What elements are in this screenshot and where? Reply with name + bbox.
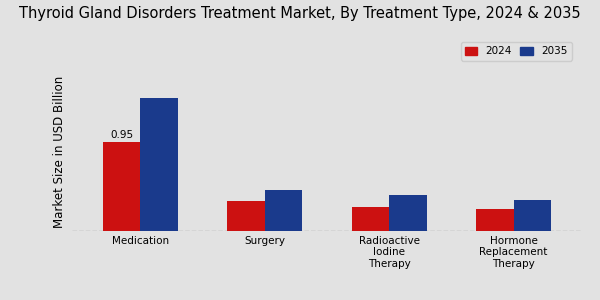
Bar [140,98,178,231]
Bar [389,196,427,231]
Bar [103,142,140,231]
Legend: 2024, 2035: 2024, 2035 [461,42,572,61]
Bar [265,190,302,231]
Bar [352,207,389,231]
Bar [476,208,514,231]
Y-axis label: Market Size in USD Billion: Market Size in USD Billion [53,75,67,228]
Text: Thyroid Gland Disorders Treatment Market, By Treatment Type, 2024 & 2035: Thyroid Gland Disorders Treatment Market… [19,6,581,21]
Text: 0.95: 0.95 [110,130,133,140]
Bar [227,201,265,231]
Bar [514,200,551,231]
